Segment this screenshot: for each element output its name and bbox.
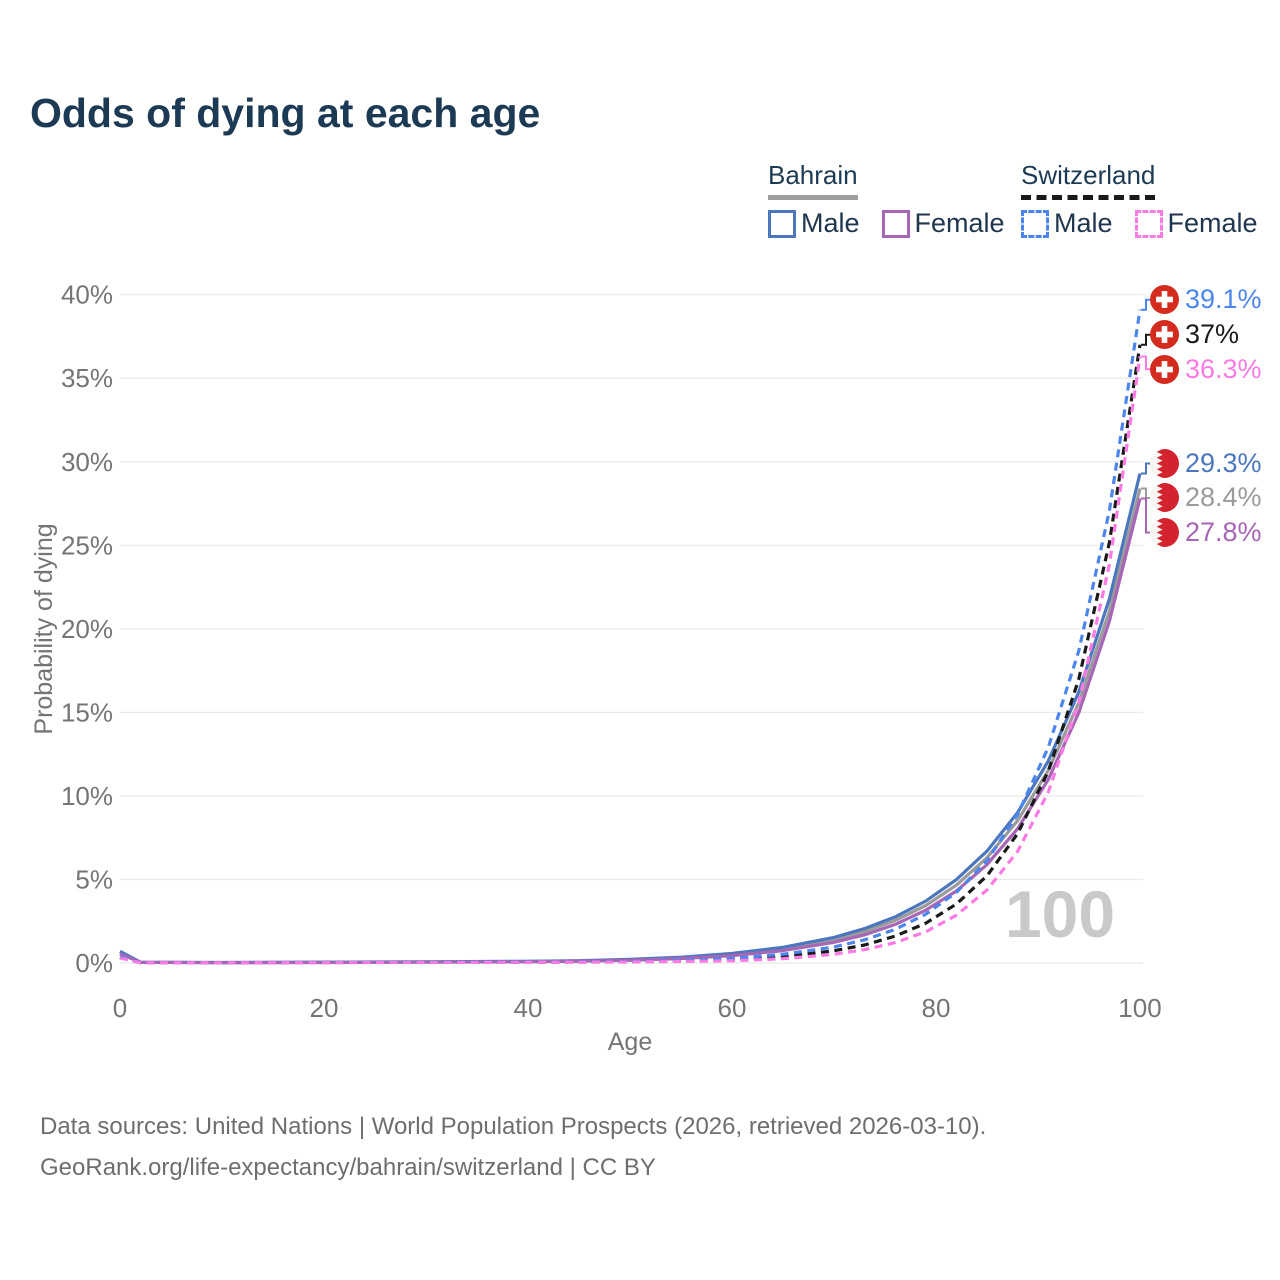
end-label-value: 36.3% bbox=[1185, 353, 1262, 384]
footer: Data sources: United Nations | World Pop… bbox=[40, 1106, 986, 1188]
end-label-value: 37% bbox=[1185, 319, 1240, 350]
label-connector bbox=[1141, 355, 1151, 371]
legend-country-bahrain[interactable]: Bahrain bbox=[768, 160, 858, 200]
switzerland-flag-icon bbox=[1150, 320, 1179, 350]
x-tick-label: 60 bbox=[718, 993, 747, 1023]
end-label-value: 27.8% bbox=[1185, 516, 1262, 547]
x-tick-label: 100 bbox=[1118, 993, 1161, 1023]
y-tick-label: 35% bbox=[61, 363, 113, 393]
switzerland-flag-icon bbox=[1150, 285, 1179, 315]
legend-swatch-bahrain-male-icon[interactable] bbox=[768, 209, 796, 238]
y-tick-label: 0% bbox=[75, 948, 113, 978]
series-line-switzerland-total[interactable] bbox=[119, 344, 1142, 965]
series-line-switzerland-female[interactable] bbox=[119, 356, 1142, 965]
switzerland-flag-icon bbox=[1150, 354, 1179, 384]
end-label-switzerland-total: 37% bbox=[1150, 319, 1240, 350]
legend-label-bahrain-female[interactable]: Female bbox=[914, 208, 1005, 238]
legend-label-switzerland-male[interactable]: Male bbox=[1054, 208, 1113, 238]
footer-sources-line: Data sources: United Nations | World Pop… bbox=[40, 1113, 987, 1140]
bahrain-flag-icon bbox=[1150, 517, 1179, 547]
label-connector bbox=[1141, 497, 1151, 534]
y-tick-label: 30% bbox=[61, 447, 113, 477]
age-watermark: 100 bbox=[1004, 877, 1116, 951]
y-tick-label: 25% bbox=[61, 530, 113, 560]
label-connector bbox=[1141, 333, 1151, 346]
legend-country-switzerland[interactable]: Switzerland bbox=[1021, 160, 1156, 200]
series-line-switzerland-male[interactable] bbox=[119, 309, 1142, 965]
legend-group-switzerland: Switzerland Male Female bbox=[1021, 160, 1258, 239]
end-label-switzerland-male: 39.1% bbox=[1150, 284, 1262, 315]
x-axis-title: Age bbox=[608, 1028, 652, 1056]
end-label-value: 29.3% bbox=[1185, 447, 1262, 478]
y-tick-label: 40% bbox=[61, 280, 113, 310]
y-tick-label: 10% bbox=[61, 781, 113, 811]
label-connector bbox=[1141, 298, 1151, 311]
legend-swatch-switzerland-male-icon[interactable] bbox=[1021, 209, 1049, 238]
bahrain-flag-icon bbox=[1150, 448, 1179, 478]
legend-swatch-bahrain-female-icon[interactable] bbox=[881, 209, 910, 238]
x-tick-label: 0 bbox=[113, 993, 127, 1023]
x-tick-label: 20 bbox=[310, 993, 339, 1023]
legend-label-bahrain-male[interactable]: Male bbox=[801, 208, 860, 238]
legend-swatch-switzerland-female-icon[interactable] bbox=[1134, 209, 1163, 238]
end-label-value: 39.1% bbox=[1185, 284, 1262, 315]
end-label-value: 28.4% bbox=[1185, 482, 1262, 513]
y-tick-label: 20% bbox=[61, 614, 113, 644]
y-tick-label: 15% bbox=[61, 697, 113, 727]
footer-attribution-line: GeoRank.org/life-expectancy/bahrain/swit… bbox=[40, 1154, 656, 1181]
legend-label-switzerland-female[interactable]: Female bbox=[1167, 208, 1258, 238]
end-label-bahrain-total: 28.4% bbox=[1150, 482, 1262, 513]
end-label-bahrain-female: 27.8% bbox=[1150, 517, 1262, 547]
chart-title: Odds of dying at each age bbox=[30, 90, 541, 136]
y-axis-title: Probability of dying bbox=[30, 523, 58, 734]
x-tick-label: 40 bbox=[514, 993, 543, 1023]
legend-group-bahrain: Bahrain Male Female bbox=[768, 160, 1005, 239]
bahrain-flag-icon bbox=[1150, 483, 1179, 513]
x-tick-label: 80 bbox=[922, 993, 951, 1023]
y-tick-label: 5% bbox=[75, 864, 113, 894]
series-line-bahrain-female[interactable] bbox=[119, 498, 1142, 965]
end-label-bahrain-male: 29.3% bbox=[1150, 448, 1262, 478]
line-chart[interactable]: 0% 5% 10% 15% 20% 25% 30% 35% 40% 0 20 40 60 80 100 Age… bbox=[0, 0, 1280, 1100]
label-connector bbox=[1141, 462, 1151, 475]
label-connector bbox=[1141, 487, 1151, 499]
end-label-switzerland-female: 36.3% bbox=[1150, 354, 1262, 384]
